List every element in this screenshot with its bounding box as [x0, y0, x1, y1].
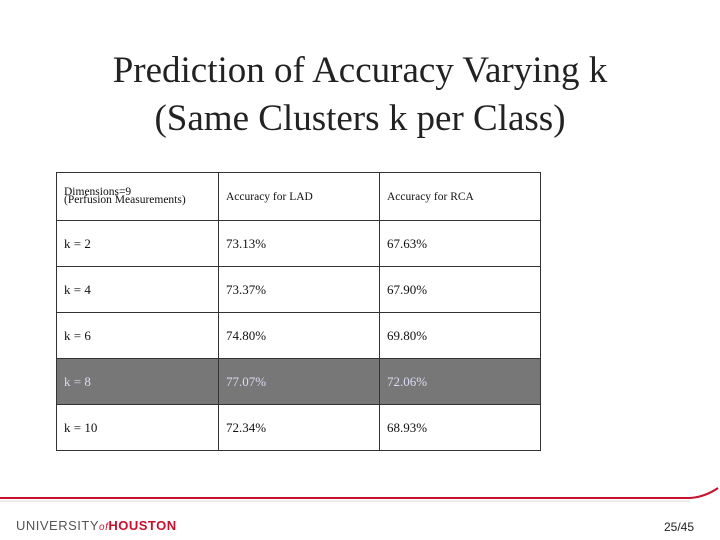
- table-row: k = 10 72.34% 68.93%: [56, 404, 541, 451]
- table-cell: 74.80%: [218, 312, 380, 359]
- table-row: k = 8 77.07% 72.06%: [56, 358, 541, 405]
- header-row: Dimensions=9 (Perfusion Measurements) Acc…: [56, 172, 541, 221]
- results-table: Dimensions=9 (Perfusion Measurements) Acc…: [56, 172, 541, 451]
- header-text: Dimensions=9: [64, 185, 132, 198]
- table-row: k = 6 74.80% 69.80%: [56, 312, 541, 359]
- table-cell: 67.63%: [379, 220, 541, 267]
- logo-text: of: [99, 522, 109, 533]
- header-cell: Accuracy for LAD: [218, 172, 380, 221]
- table-cell: 68.93%: [379, 404, 541, 451]
- logo-text: HOUSTON: [108, 518, 177, 533]
- table-cell: k = 8: [56, 358, 219, 405]
- title-line: Prediction of Accuracy Varying k: [112, 50, 608, 91]
- table-cell: 73.13%: [218, 220, 380, 267]
- logo-text: UNIVERSITY: [16, 518, 100, 533]
- header-cell: Dimensions=9 (Perfusion Measurements): [56, 172, 219, 221]
- table-cell: k = 2: [56, 220, 219, 267]
- table-cell: 77.07%: [218, 358, 380, 405]
- title-line: (Same Clusters k per Class): [154, 98, 566, 139]
- table-cell: k = 10: [56, 404, 219, 451]
- header-cell: Accuracy for RCA: [379, 172, 541, 221]
- table-cell: k = 4: [56, 266, 219, 313]
- table-cell: 72.06%: [379, 358, 541, 405]
- table-row: k = 4 73.37% 67.90%: [56, 266, 541, 313]
- table-cell: 72.34%: [218, 404, 380, 451]
- header-text: (Perfusion Measurements): [64, 193, 186, 206]
- table-cell: 69.80%: [379, 312, 541, 359]
- university-logo: UNIVERSITYofHOUSTON: [16, 518, 177, 533]
- table-row: k = 2 73.13% 67.63%: [56, 220, 541, 267]
- page-number: 25/45: [663, 520, 694, 534]
